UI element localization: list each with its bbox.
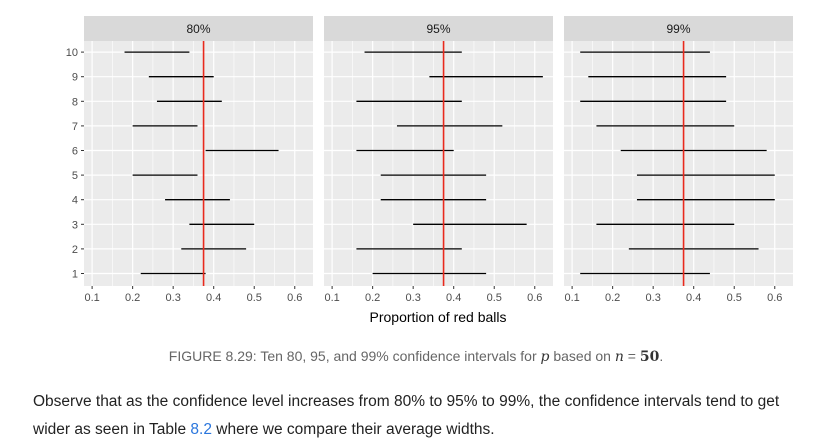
figure-caption: FIGURE 8.29: Ten 80, 95, and 99% confide… <box>0 348 832 365</box>
x-axis-title: Proportion of red balls <box>370 309 507 325</box>
x-tick-label: 0.3 <box>166 292 181 304</box>
caption-equals: = <box>623 348 640 364</box>
x-tick-label: 0.3 <box>406 292 421 304</box>
caption-prefix: FIGURE 8.29: Ten 80, 95, and 99% confide… <box>168 348 541 364</box>
y-tick-label: 7 <box>72 121 78 133</box>
facet-strip <box>84 16 313 41</box>
facet-strip <box>564 16 793 41</box>
x-tick-label: 0.4 <box>686 292 701 304</box>
caption-suffix: . <box>659 348 664 364</box>
x-tick-label: 0.2 <box>365 292 380 304</box>
faceted-interval-chart: 80% 0.1 0.2 0.3 0.4 0.5 0.6 95% 0.1 0.2 0.3 0.4 0.5 0… <box>66 16 793 325</box>
x-tick-label: 0.3 <box>646 292 661 304</box>
y-tick-label: 1 <box>72 269 78 281</box>
x-tick-label: 0.2 <box>125 292 140 304</box>
x-tick-label: 0.1 <box>324 292 339 304</box>
table-link[interactable]: 8.2 <box>190 421 212 438</box>
x-tick-label: 0.6 <box>287 292 302 304</box>
panel-background <box>84 41 313 286</box>
facet-strip-label: 80% <box>186 22 210 36</box>
facet-strip-label: 95% <box>426 22 450 36</box>
x-tick-label: 0.4 <box>446 292 461 304</box>
panel-background <box>564 41 793 286</box>
y-tick-label: 8 <box>72 96 78 108</box>
x-tick-label: 0.1 <box>564 292 579 304</box>
caption-n-value: 50 <box>639 349 660 365</box>
x-tick-label: 0.6 <box>767 292 782 304</box>
y-tick-label: 9 <box>72 72 78 84</box>
x-tick-label: 0.5 <box>727 292 742 304</box>
facet-strip-label: 99% <box>666 22 690 36</box>
facet-strip <box>324 16 553 41</box>
caption-n-symbol: n <box>614 349 624 365</box>
y-tick-label: 10 <box>66 47 78 59</box>
caption-p-symbol: p <box>540 349 550 365</box>
y-tick-label: 2 <box>72 244 78 256</box>
y-tick-label: 6 <box>72 146 78 158</box>
y-tick-label: 3 <box>72 219 78 231</box>
x-tick-label: 0.5 <box>247 292 262 304</box>
x-tick-label: 0.1 <box>84 292 99 304</box>
y-tick-label: 5 <box>72 170 78 182</box>
body-text-before-link: Observe that as the confidence level inc… <box>33 393 780 438</box>
y-tick-label: 4 <box>72 195 78 207</box>
panel-background <box>324 41 553 286</box>
body-text-after-link: where we compare their average widths. <box>211 421 495 438</box>
x-tick-label: 0.4 <box>206 292 221 304</box>
body-paragraph: Observe that as the confidence level inc… <box>33 388 813 444</box>
x-tick-label: 0.5 <box>487 292 502 304</box>
x-tick-label: 0.6 <box>527 292 542 304</box>
x-tick-label: 0.2 <box>605 292 620 304</box>
caption-middle: based on <box>549 348 615 364</box>
